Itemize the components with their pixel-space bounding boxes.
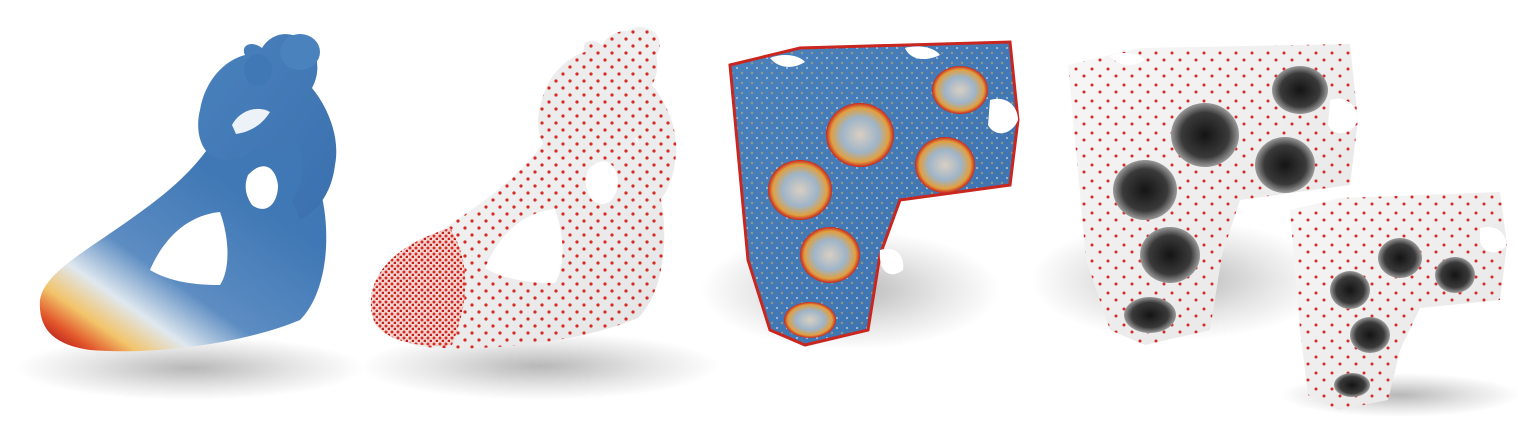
sampled-gyroid-blocks — [1030, 44, 1518, 417]
sampled-sculpture — [360, 27, 720, 400]
heatmap-sculpture — [15, 34, 365, 400]
heatmap-gyroid-block — [700, 40, 1020, 350]
